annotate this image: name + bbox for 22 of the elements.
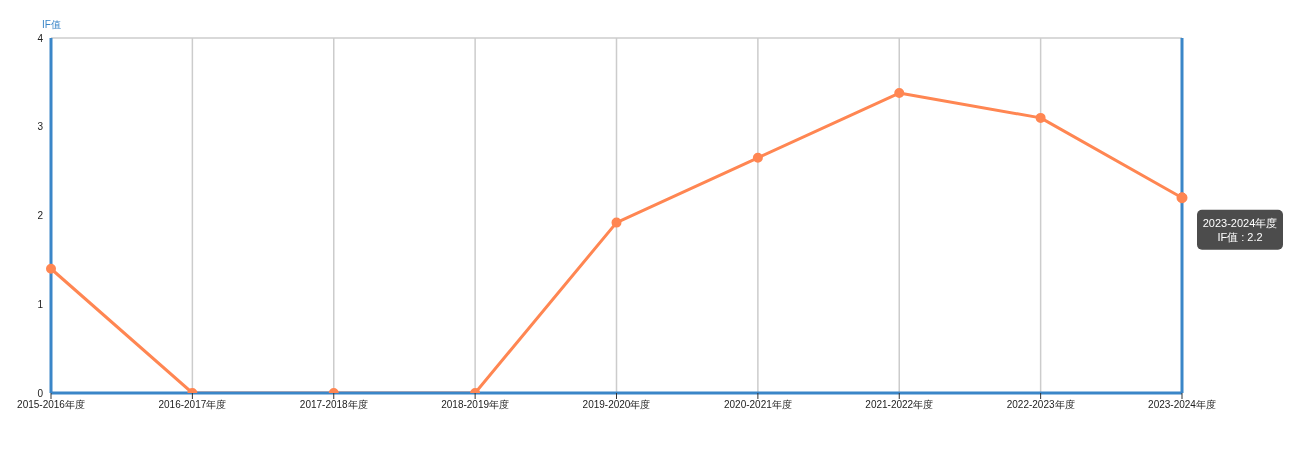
text: 2023-2024年度 bbox=[1202, 216, 1278, 229]
text: IF值 : 2.2 bbox=[1217, 230, 1263, 243]
point bbox=[752, 152, 763, 163]
x-tick-label: 2018-2019年度 bbox=[441, 399, 510, 411]
point bbox=[611, 217, 622, 228]
x-tick-label: 2021-2022年度 bbox=[865, 399, 934, 411]
x-tick-label: 2016-2017年度 bbox=[158, 399, 227, 411]
y-axis-title: IF值 bbox=[42, 18, 61, 32]
y-tick-label: 1 bbox=[37, 298, 44, 310]
y-tick-label: 2 bbox=[37, 210, 44, 222]
x-tick-label: 2019-2020年度 bbox=[582, 399, 651, 411]
x-tick-label: 2017-2018年度 bbox=[299, 399, 368, 411]
x-tick-label: 2015-2016年度 bbox=[17, 399, 85, 411]
point bbox=[1035, 112, 1046, 123]
x-tick-label: 2022-2023年度 bbox=[1006, 399, 1075, 411]
point bbox=[46, 263, 56, 274]
x-tick-label: 2023-2024年度 bbox=[1148, 399, 1216, 411]
y-tick-label: 0 bbox=[37, 387, 44, 399]
y-tick-label: 4 bbox=[37, 32, 44, 44]
y-tick-label: 3 bbox=[37, 121, 44, 133]
x-tick-label: 2020-2021年度 bbox=[723, 399, 792, 411]
point bbox=[894, 88, 905, 99]
